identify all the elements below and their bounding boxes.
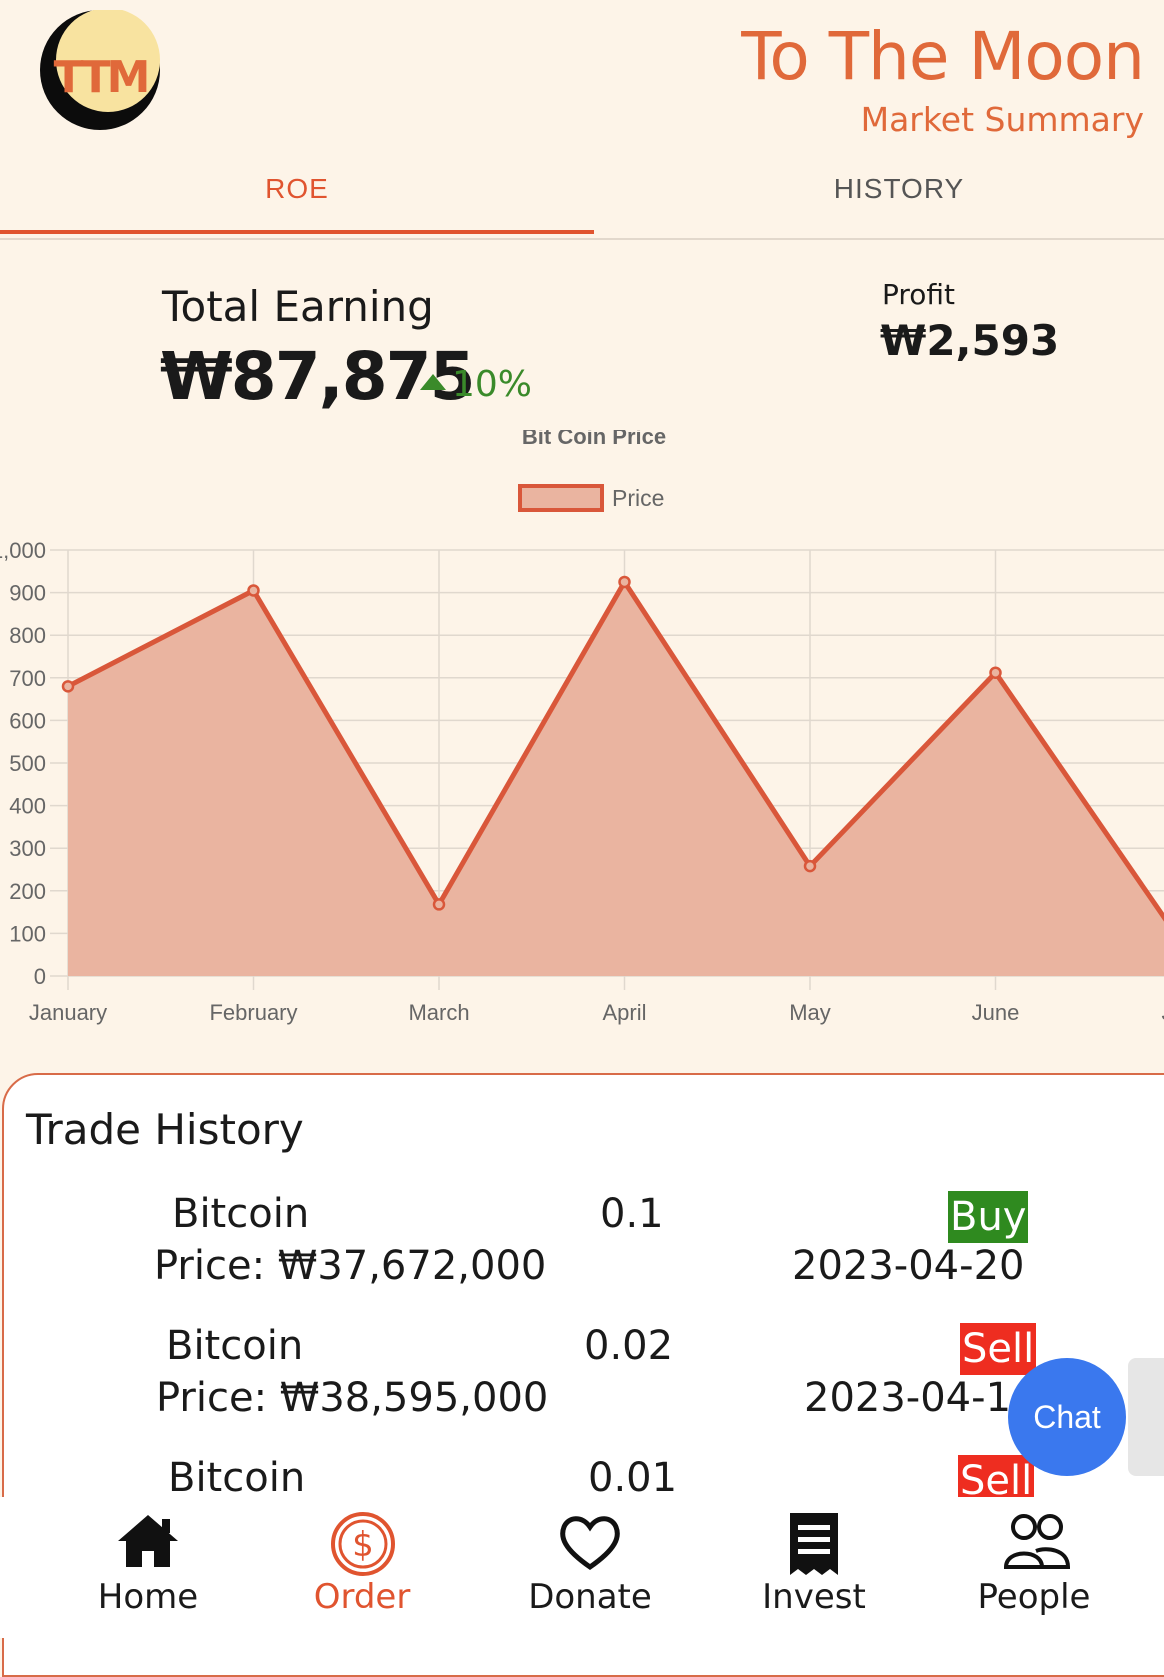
tab-active-indicator [0,230,594,234]
trade-amount: 0.02 [584,1323,674,1369]
price-points [61,575,1002,911]
x-tick-label: March [408,1000,469,1025]
tab-roe[interactable]: ROE [265,173,329,204]
price-area [68,581,1164,976]
chat-button[interactable]: Chat [1008,1358,1126,1476]
people-icon [1003,1514,1071,1569]
arrow-up-icon [420,374,446,390]
tab-bar: ROE HISTORY [0,160,1164,240]
svg-text:$: $ [352,1525,374,1565]
earning-change: 10% [420,364,532,405]
logo-text: TTM [54,52,147,103]
x-axis: January February March April May June July [29,1000,1164,1025]
trade-history-title: Trade History [26,1105,304,1154]
y-tick-label: 600 [9,708,46,733]
y-tick-label: 500 [9,751,46,776]
app-logo[interactable]: TTM [40,8,160,130]
x-tick-label: January [29,1000,107,1025]
trade-amount: 0.1 [600,1191,664,1237]
y-tick-label: 700 [9,666,46,691]
price-chart: Bit Coin Price Price 1,000 900 800 700 600 50… [0,430,1164,1025]
trade-date: 2023-04-1 [804,1375,1012,1421]
nav-home-label: Home [97,1577,199,1617]
y-axis: 1,000 900 800 700 600 500 400 300 200 100 0 [0,538,46,989]
trade-side-badge: Sell [960,1323,1037,1375]
data-point [989,666,1002,679]
bottom-nav: Home $ Order Donate Invest People [0,1497,1164,1638]
x-tick-label: February [209,1000,297,1025]
app-subtitle: Market Summary [860,100,1144,139]
y-tick-label: 800 [9,623,46,648]
dollar-icon: $ [331,1512,395,1576]
app-title: To The Moon [741,18,1145,95]
nav-people[interactable]: People [934,1497,1134,1638]
nav-people-label: People [977,1577,1091,1617]
chart-title: Bit Coin Price [522,430,666,449]
y-tick-label: 300 [9,836,46,861]
trade-side-badge: Buy [948,1191,1029,1243]
nav-home[interactable]: Home [48,1497,248,1638]
data-point [247,584,260,597]
heart-icon [560,1516,620,1571]
legend-label: Price [612,485,664,511]
app-header: TTM To The Moon Market Summary [0,0,1164,150]
nav-order[interactable]: $ Order [262,1497,462,1638]
trade-price: Price: ₩38,595,000 [156,1375,549,1421]
data-point [618,575,631,589]
x-tick-label: May [789,1000,831,1025]
total-earning-label: Total Earning [162,282,434,331]
data-point [432,898,446,911]
trade-coin: Bitcoin [172,1191,310,1237]
trade-row[interactable]: Bitcoin Price: ₩38,595,000 0.02 Sell 202… [4,1323,1104,1453]
x-tick-label: July [1161,1000,1164,1025]
y-tick-label: 0 [34,964,46,989]
y-tick-label: 400 [9,794,46,819]
trade-coin: Bitcoin [168,1455,306,1501]
trade-date: 2023-04-20 [792,1243,1025,1289]
nav-invest[interactable]: Invest [714,1497,914,1638]
receipt-icon [790,1513,838,1575]
data-point [61,680,75,693]
data-point [803,859,817,873]
nav-donate[interactable]: Donate [490,1497,690,1638]
nav-order-label: Order [313,1577,411,1617]
y-tick-label: 1,000 [0,538,46,563]
nav-invest-label: Invest [762,1577,866,1617]
trade-row[interactable]: Bitcoin Price: ₩37,672,000 0.1 Buy 2023-… [4,1191,1104,1321]
y-tick-label: 200 [9,879,46,904]
earning-change-value: 10% [452,364,533,405]
home-icon [118,1515,178,1567]
profit-value: ₩2,593 [880,316,1060,365]
profit-label: Profit [882,278,956,311]
tab-history[interactable]: HISTORY [833,173,965,204]
legend-swatch [518,484,604,512]
x-tick-label: April [602,1000,646,1025]
y-tick-label: 900 [9,581,46,606]
side-drawer-handle[interactable] [1128,1358,1164,1476]
y-tick-label: 100 [9,921,46,946]
x-tick-label: June [972,1000,1020,1025]
trade-amount: 0.01 [588,1455,678,1501]
trade-coin: Bitcoin [166,1323,304,1369]
trade-price: Price: ₩37,672,000 [154,1243,547,1289]
nav-donate-label: Donate [528,1577,652,1617]
